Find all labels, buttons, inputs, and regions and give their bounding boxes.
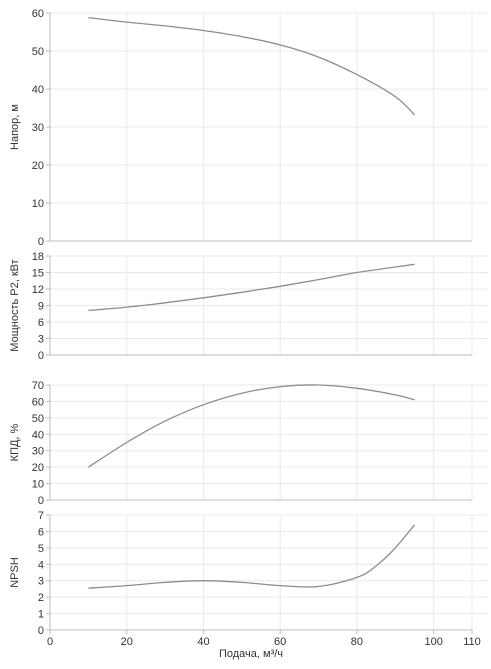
- y-tick-label: 0: [38, 350, 44, 362]
- chart-panel-4: 0 1 2 3 4 5 6 7 NPSH 0 20 40 60 80 100 110 Подача, м³/ч: [9, 510, 488, 660]
- chart-panel-1: 0 10 20 30 40 50 60 Напор, м: [9, 8, 488, 248]
- series-line-1: [88, 524, 415, 589]
- y-tick-label: 0: [38, 495, 44, 507]
- y-tick-label: 6: [38, 526, 44, 538]
- y-tick-label: 30: [32, 446, 44, 458]
- y-tick-label: 10: [32, 479, 44, 491]
- y-tick-label: 9: [38, 301, 44, 313]
- x-tick-label: 80: [351, 636, 363, 648]
- chart-panel-3: 0 10 20 30 40 50 60 70 КПД, %: [9, 380, 488, 507]
- y-tick-label: 4: [38, 559, 44, 571]
- y-axis-label: Напор, м: [9, 104, 21, 150]
- y-axis-label: КПД, %: [9, 423, 21, 461]
- y-tick-label: 12: [32, 284, 44, 296]
- y-tick-label: 20: [32, 462, 44, 474]
- y-tick-label: 60: [32, 8, 44, 20]
- y-tick-label: 6: [38, 317, 44, 329]
- y-tick-label: 3: [38, 576, 44, 588]
- x-tick-label: 0: [47, 636, 53, 648]
- x-tick-label: 40: [197, 636, 209, 648]
- y-tick-label: 3: [38, 334, 44, 346]
- y-tick-label: 50: [32, 46, 44, 58]
- y-tick-label: 15: [32, 268, 44, 280]
- y-tick-label: 10: [32, 198, 44, 210]
- x-tick-label: 60: [274, 636, 286, 648]
- y-tick-label: 30: [32, 122, 44, 134]
- y-axis-label: Мощность P2, кВт: [9, 259, 21, 351]
- y-tick-label: 50: [32, 413, 44, 425]
- y-tick-label: 0: [38, 625, 44, 637]
- series-line-1: [88, 384, 415, 468]
- series-line-1: [88, 263, 415, 312]
- x-tick-label: 20: [121, 636, 133, 648]
- series-line-1: [88, 16, 415, 116]
- y-tick-label: 18: [32, 251, 44, 263]
- y-tick-label: 7: [38, 510, 44, 522]
- y-axis-label: NPSH: [9, 557, 21, 588]
- x-tick-label: 100: [424, 636, 442, 648]
- y-tick-label: 5: [38, 543, 44, 555]
- y-tick-label: 40: [32, 84, 44, 96]
- y-tick-label: 2: [38, 592, 44, 604]
- y-tick-label: 60: [32, 396, 44, 408]
- y-tick-label: 70: [32, 380, 44, 392]
- y-tick-label: 40: [32, 429, 44, 441]
- y-tick-label: 1: [38, 609, 44, 621]
- x-tick-label: 110: [463, 636, 481, 648]
- chart-panel-2: 0 3 6 9 12 15 18 Мощность P2, кВт: [9, 251, 488, 362]
- x-axis-label: Подача, м³/ч: [219, 648, 283, 660]
- y-tick-label: 0: [38, 236, 44, 248]
- y-tick-label: 20: [32, 160, 44, 172]
